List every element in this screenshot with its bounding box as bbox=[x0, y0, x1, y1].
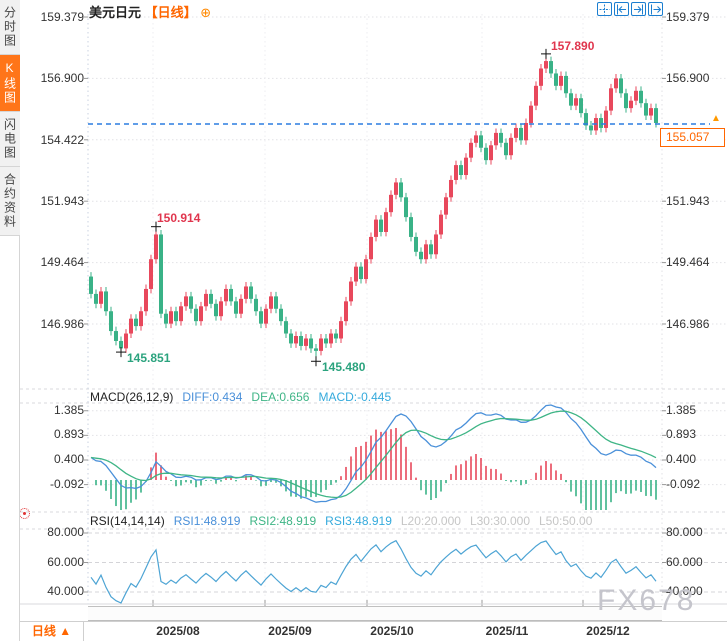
snap-right-icon[interactable] bbox=[631, 2, 646, 16]
macd-axis-label: 0.400 bbox=[666, 452, 697, 466]
chevron-up-icon: ▲ bbox=[59, 624, 72, 638]
left-sidebar: 分时图 K线图 闪电图 合约资料 bbox=[0, 0, 20, 641]
macd-axis-label: 1.385 bbox=[666, 403, 697, 417]
period-label: 日线 bbox=[31, 624, 56, 638]
pan-icon[interactable] bbox=[597, 2, 612, 16]
swing-low-label: 145.851 bbox=[127, 351, 171, 365]
price-axis-label: 154.422 bbox=[40, 133, 84, 147]
sidebar-tab-candle-chart[interactable]: K线图 bbox=[0, 55, 20, 112]
price-axis-label: 146.986 bbox=[40, 317, 84, 331]
rsi-header[interactable]: RSI(14,14,14) RSI1:48.919 RSI2:48.919 RSI3:… bbox=[90, 514, 592, 528]
live-marker-icon bbox=[19, 508, 30, 519]
shift-right-icon[interactable] bbox=[648, 2, 663, 16]
price-axis-label: 146.986 bbox=[666, 317, 710, 331]
price-axis-label: 151.943 bbox=[666, 194, 710, 208]
macd-axis-label: 0.400 bbox=[53, 452, 84, 466]
macd-axis-label: -0.092 bbox=[666, 477, 701, 491]
x-axis-label: 2025/08 bbox=[156, 624, 200, 638]
macd-dea-value: DEA:0.656 bbox=[251, 390, 310, 404]
price-axis-label: 151.943 bbox=[40, 194, 84, 208]
indicator-settings-icon[interactable]: ⊕ bbox=[200, 5, 212, 20]
chart-toolbar bbox=[597, 2, 663, 16]
rsi-title: RSI(14,14,14) bbox=[90, 514, 165, 528]
rsi-l30-value: L30:30.000 bbox=[469, 514, 530, 528]
swing-high-label: 157.890 bbox=[551, 39, 595, 53]
rsi-axis-label: 40.000 bbox=[666, 584, 703, 598]
rsi-axis-label: 80.000 bbox=[666, 525, 703, 539]
chart-scrollbar[interactable] bbox=[88, 606, 662, 621]
price-axis-label: 159.379 bbox=[666, 10, 710, 24]
swing-low-label: 145.480 bbox=[322, 360, 366, 374]
period-selector[interactable]: 日线 ▲ bbox=[20, 622, 84, 641]
fx678-watermark: FX678 bbox=[597, 584, 696, 617]
x-axis-label: 2025/10 bbox=[370, 624, 414, 638]
price-axis-label: 156.900 bbox=[666, 71, 710, 85]
period-tag[interactable]: 【日线】 bbox=[144, 5, 197, 20]
rsi2-value: RSI2:48.919 bbox=[249, 514, 317, 528]
x-axis-label: 2025/12 bbox=[586, 624, 630, 638]
rsi1-value: RSI1:48.919 bbox=[173, 514, 241, 528]
rsi-l20-value: L20:20.000 bbox=[400, 514, 461, 528]
macd-header[interactable]: MACD(26,12,9) DIFF:0.434 DEA:0.656 MACD:-0.… bbox=[90, 390, 391, 404]
price-axis-label: 159.379 bbox=[40, 10, 84, 24]
chart-title: 美元日元 【日线】 ⊕ bbox=[89, 2, 211, 21]
macd-axis-label: -0.092 bbox=[49, 477, 84, 491]
sidebar-tab-flash-chart[interactable]: 闪电图 bbox=[0, 112, 20, 167]
macd-axis-label: 0.893 bbox=[53, 427, 84, 441]
current-price-tag: 155.057 bbox=[660, 128, 725, 147]
sidebar-tab-contract-info[interactable]: 合约资料 bbox=[0, 167, 20, 236]
sidebar-tab-time-chart[interactable]: 分时图 bbox=[0, 0, 20, 55]
macd-value: MACD:-0.445 bbox=[318, 390, 392, 404]
rsi-axis-label: 60.000 bbox=[666, 555, 703, 569]
x-axis-label: 2025/09 bbox=[268, 624, 312, 638]
x-axis-label: 2025/11 bbox=[485, 624, 529, 638]
rsi-axis-label: 80.000 bbox=[47, 525, 84, 539]
macd-axis-label: 1.385 bbox=[53, 403, 84, 417]
symbol-name: 美元日元 bbox=[89, 5, 142, 20]
rsi-l50-value: L50:50.00 bbox=[539, 514, 593, 528]
divider bbox=[0, 621, 727, 622]
rsi3-value: RSI3:48.919 bbox=[325, 514, 392, 528]
macd-title: MACD(26,12,9) bbox=[90, 390, 174, 404]
price-axis-label: 149.464 bbox=[666, 255, 710, 269]
macd-axis-label: 0.893 bbox=[666, 427, 697, 441]
price-up-arrow-icon: ▲ bbox=[711, 113, 721, 124]
rsi-axis-label: 60.000 bbox=[47, 555, 84, 569]
rsi-axis-label: 40.000 bbox=[47, 584, 84, 598]
price-axis-label: 156.900 bbox=[40, 71, 84, 85]
snap-left-icon[interactable] bbox=[614, 2, 629, 16]
swing-high-label: 150.914 bbox=[157, 211, 201, 225]
price-axis-label: 149.464 bbox=[40, 255, 84, 269]
macd-diff-value: DIFF:0.434 bbox=[182, 390, 243, 404]
